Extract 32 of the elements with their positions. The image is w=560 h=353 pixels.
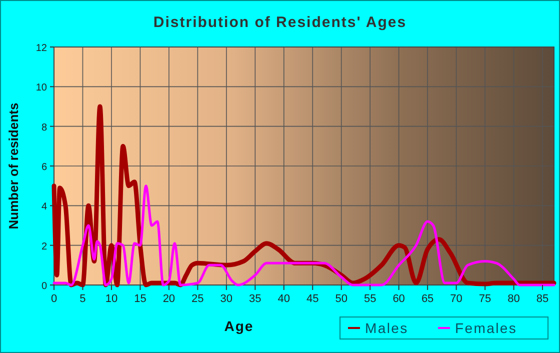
x-tick-label: 25 <box>192 293 204 305</box>
y-tick-label: 12 <box>36 43 48 54</box>
y-tick-label: 10 <box>36 82 48 94</box>
chart-title: Distribution of Residents' Ages <box>153 14 407 31</box>
y-tick-label: 0 <box>41 281 48 292</box>
x-tick-label: 5 <box>80 293 86 305</box>
x-tick-label: 65 <box>421 293 434 305</box>
x-tick-label: 10 <box>105 293 118 305</box>
x-tick-label: 40 <box>278 293 290 305</box>
line-series <box>52 104 556 288</box>
y-tick-label: 6 <box>41 162 48 173</box>
x-tick-label: 50 <box>335 293 348 305</box>
x-tick-label: 0 <box>50 293 58 305</box>
x-tick-label: 35 <box>249 293 262 305</box>
x-tick-label: 75 <box>478 293 492 305</box>
x-tick-label: 45 <box>306 293 319 305</box>
legend-label: Females <box>455 320 518 336</box>
x-axis-title: Age <box>224 318 254 334</box>
x-tick-label: 80 <box>508 293 520 305</box>
y-tick-label: 8 <box>41 122 48 134</box>
x-tick-label: 85 <box>536 293 549 305</box>
legend-label: Males <box>365 320 408 336</box>
x-tick-label: 60 <box>392 293 405 305</box>
x-tick-label: 30 <box>220 293 233 305</box>
y-axis-title: Number of residents <box>6 102 21 230</box>
x-tick-label: 55 <box>364 293 376 305</box>
x-tick-label: 20 <box>162 293 176 305</box>
y-tick-label: 4 <box>41 202 48 213</box>
y-tick-label: 2 <box>41 241 48 252</box>
x-tick-label: 15 <box>134 293 146 305</box>
line-series <box>52 184 556 286</box>
x-tick-label: 70 <box>450 293 462 305</box>
